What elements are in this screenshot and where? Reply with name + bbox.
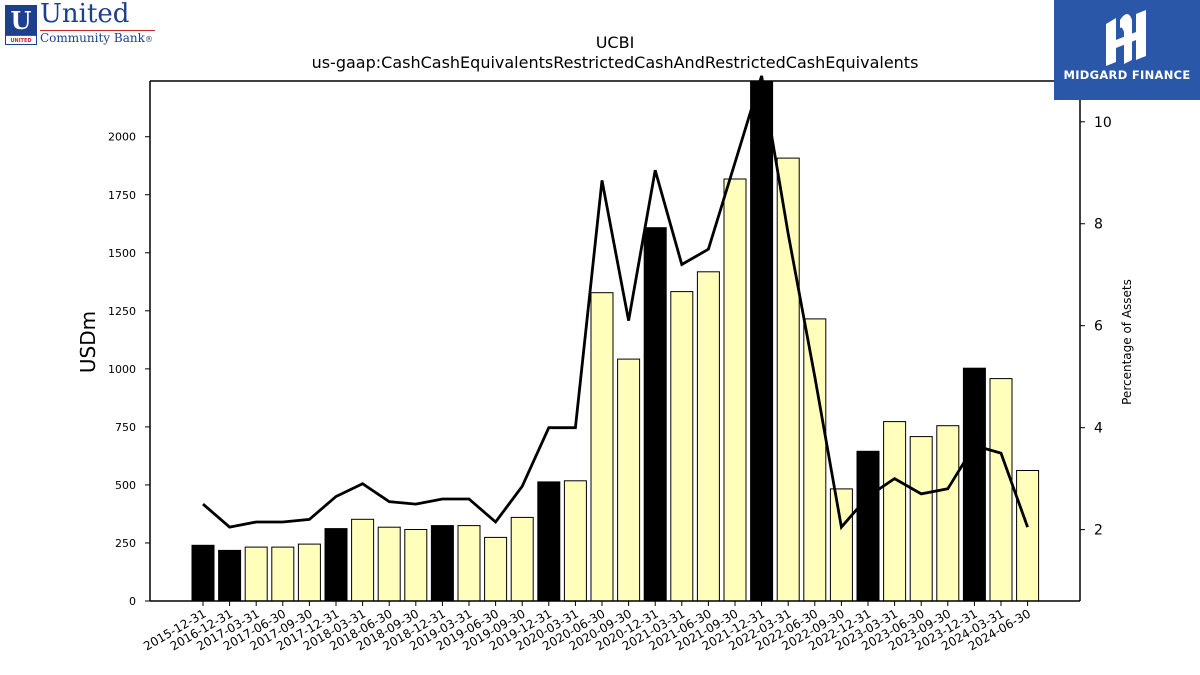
y2-tick-label: 8 [1094, 217, 1103, 233]
bar-2015-12-31 [191, 544, 215, 602]
midgard-mark-icon [1106, 10, 1146, 66]
bar-2017-06-30 [271, 546, 295, 602]
logo-line2: Community Bank® [40, 31, 153, 45]
bar-2017-03-31 [244, 546, 268, 602]
bar-2018-03-31 [351, 518, 375, 602]
bar-2021-09-30 [723, 178, 747, 602]
bar-2024-06-30 [1016, 470, 1040, 602]
bar-2018-09-30 [404, 529, 428, 602]
y2-axis-label: Percentage of Assets [1120, 279, 1134, 405]
bar-2017-09-30 [297, 543, 321, 602]
line-group [202, 75, 1029, 531]
y-tick-label: 1250 [108, 305, 136, 318]
series-line-percentage-of-assets [202, 75, 1029, 531]
bar-2022-09-30 [829, 488, 853, 602]
bar-2018-06-30 [377, 526, 401, 602]
chart-title: UCBI [596, 33, 635, 52]
bar-2023-03-31 [883, 421, 907, 602]
bar-2016-12-31 [218, 549, 242, 602]
bar-2022-06-30 [803, 318, 827, 602]
y-tick-label: 250 [115, 537, 136, 550]
logo-line1: United [40, 0, 130, 29]
bar-2023-06-30 [909, 436, 933, 602]
bar-2023-12-31 [962, 367, 986, 602]
bar-2024-03-31 [989, 378, 1013, 602]
ucb-shield-icon: U UNITED [5, 5, 37, 45]
bar-2019-06-30 [484, 536, 508, 602]
y2-tick-label: 4 [1094, 421, 1103, 437]
bar-2017-12-31 [324, 528, 348, 602]
y-tick-label: 1750 [108, 189, 136, 202]
bar-2022-03-31 [776, 157, 800, 602]
y-tick-label: 1500 [108, 247, 136, 260]
y-tick-label: 500 [115, 479, 136, 492]
bar-2023-09-30 [936, 425, 960, 602]
midgard-wordmark: MIDGARD FINANCE [1063, 68, 1191, 82]
y-tick-label: 750 [115, 421, 136, 434]
bar-2019-03-31 [457, 525, 481, 602]
y2-tick-label: 6 [1094, 319, 1103, 335]
bar-2020-03-31 [563, 480, 587, 602]
bar-2019-09-30 [510, 516, 534, 602]
y2-tick-label: 2 [1094, 523, 1103, 539]
bar-group [191, 80, 1040, 602]
bar-2018-12-31 [430, 525, 454, 602]
bar-2020-09-30 [617, 358, 641, 602]
y-tick-label: 0 [129, 595, 136, 608]
bar-2021-12-31 [750, 80, 774, 602]
axes: 0250500750100012501500175020002468102015… [108, 80, 1112, 653]
midgard-finance-logo: MIDGARD FINANCE [1054, 0, 1200, 100]
y-tick-label: 2000 [108, 131, 136, 144]
y2-tick-label: 10 [1094, 115, 1112, 131]
bar-2020-06-30 [590, 292, 614, 602]
y-tick-label: 1000 [108, 363, 136, 376]
bar-2020-12-31 [643, 227, 667, 602]
united-community-bank-logo: U UNITED United Community Bank® [5, 0, 165, 47]
bar-2022-12-31 [856, 450, 880, 602]
bar-2021-06-30 [696, 271, 720, 602]
bar-2021-03-31 [670, 291, 694, 602]
bar-2019-12-31 [537, 481, 561, 602]
y-axis-label: USDm [76, 311, 100, 373]
chart-subtitle: us-gaap:CashCashEquivalentsRestrictedCas… [312, 53, 919, 72]
